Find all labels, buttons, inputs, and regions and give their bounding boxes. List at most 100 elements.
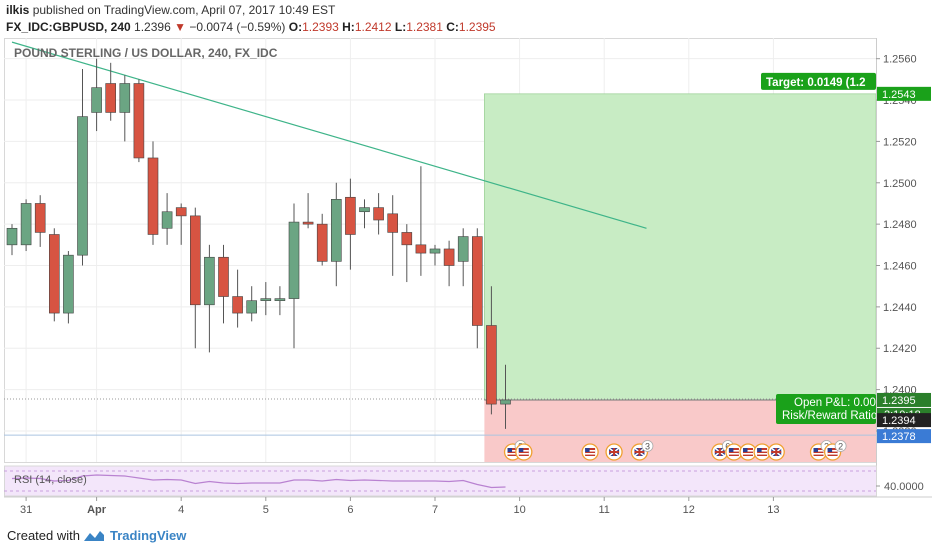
low-value: 1.2381	[406, 20, 443, 34]
candle-body	[190, 215, 201, 306]
candle	[34, 195, 46, 247]
close-label: C:	[446, 20, 459, 34]
symbol-line: FX_IDC:GBPUSD, 240 1.2396 ▼ −0.0074 (−0.…	[6, 19, 496, 35]
target-axis-label-box	[877, 86, 931, 101]
open-value: 1.2393	[302, 20, 339, 34]
candle-body	[6, 227, 18, 246]
candle	[457, 228, 469, 287]
candle-body	[20, 203, 32, 246]
chart-area[interactable]: POUND STERLING / US DOLLAR, 240, FX_IDC 2…	[4, 38, 932, 516]
rsi-line	[11, 474, 506, 489]
target-zone	[483, 93, 877, 401]
close-value: 1.2395	[458, 20, 496, 34]
candle	[246, 286, 257, 322]
candle-body	[175, 207, 187, 217]
rsi-tick-label: 40.0000	[884, 481, 924, 493]
low-label: L:	[394, 20, 407, 34]
candle	[500, 364, 511, 429]
candle	[91, 58, 102, 132]
event-count-badge	[834, 440, 847, 452]
candle-body	[415, 244, 427, 254]
open-label: O:	[288, 20, 303, 34]
candle-body	[500, 399, 511, 405]
event-count: 3	[645, 442, 650, 452]
last-price: 1.2396	[134, 20, 171, 34]
y-tick-label: 1.2420	[883, 343, 917, 355]
tradingview-brand[interactable]: TradingView	[110, 528, 187, 543]
candle	[260, 282, 272, 316]
candle-body	[345, 196, 356, 235]
chart-title: POUND STERLING / US DOLLAR, 240, FX_IDC	[14, 46, 278, 60]
target-label-box	[761, 72, 876, 90]
x-tick-label: 6	[347, 504, 353, 516]
candle-body	[260, 298, 272, 301]
candle-body	[274, 298, 286, 301]
candle	[63, 251, 74, 324]
candle-body	[77, 116, 88, 256]
stop-axis-label: 1.2378	[882, 431, 916, 443]
x-tick-label: 12	[683, 504, 695, 516]
candle-body	[133, 83, 145, 159]
candle	[443, 240, 455, 287]
candle	[119, 75, 131, 142]
us-flag-icon	[581, 443, 599, 461]
high-value: 1.2412	[354, 20, 392, 34]
stop-axis-box	[877, 429, 931, 444]
candle	[161, 193, 173, 245]
candle-body	[471, 236, 483, 326]
y-tick-label: 1.2500	[883, 178, 917, 190]
event-count-badge	[641, 440, 654, 452]
candle-body	[147, 157, 159, 235]
uk-flag-icon	[605, 443, 623, 461]
candle	[316, 213, 328, 266]
candle	[105, 62, 116, 121]
candle-body	[63, 254, 74, 314]
us-flag-icon	[515, 443, 533, 461]
trend-line	[11, 41, 647, 229]
pnl-label-box	[776, 393, 876, 424]
candle-body	[387, 213, 399, 233]
candle-body	[486, 325, 497, 405]
candle	[48, 228, 60, 322]
tradingview-cloud-icon	[84, 531, 104, 541]
x-tick-label: 13	[767, 504, 779, 516]
candle	[486, 286, 497, 415]
created-with-text: Created with	[7, 528, 80, 543]
candle	[401, 224, 413, 283]
open-pnl-label: Open P&L: 0.00	[794, 397, 876, 409]
candle	[232, 269, 243, 328]
candle	[415, 166, 427, 276]
candle-body	[316, 223, 328, 262]
candle-body	[119, 83, 131, 113]
y-tick-label: 1.2480	[883, 219, 917, 231]
x-tick-label: 5	[263, 504, 269, 516]
high-label: H:	[342, 20, 355, 34]
candle	[429, 244, 441, 266]
candle	[218, 244, 229, 324]
candle	[288, 203, 300, 349]
stop-dark-axis-label: 1.2394	[882, 415, 916, 427]
x-tick-label: 11	[598, 504, 609, 516]
candle	[387, 195, 399, 276]
candle-body	[91, 87, 102, 113]
candle-body	[359, 207, 370, 213]
publish-line: ilkis published on TradingView.com, Apri…	[6, 2, 335, 18]
candle-body	[161, 211, 173, 229]
risk-reward-label: Risk/Reward Ratio	[782, 410, 877, 422]
price-change: −0.0074 (−0.59%)	[189, 20, 286, 34]
price-chart[interactable]: POUND STERLING / US DOLLAR, 240, FX_IDC 2…	[4, 38, 932, 516]
candle	[471, 228, 483, 349]
uk-flag-icon	[711, 443, 729, 461]
candle	[345, 178, 356, 270]
candle	[359, 199, 370, 229]
symbol-name: FX_IDC:GBPUSD, 240	[6, 20, 131, 34]
candle-body	[443, 248, 455, 266]
candle-body	[34, 203, 46, 233]
y-tick-label: 1.2520	[883, 136, 917, 148]
candle-body	[105, 83, 116, 113]
candle-body	[288, 221, 300, 299]
x-tick-label: 10	[513, 504, 525, 516]
author-link[interactable]: ilkis	[6, 3, 30, 17]
rsi-label: RSI (14, close)	[14, 474, 87, 486]
down-arrow-icon: ▼	[174, 20, 186, 34]
